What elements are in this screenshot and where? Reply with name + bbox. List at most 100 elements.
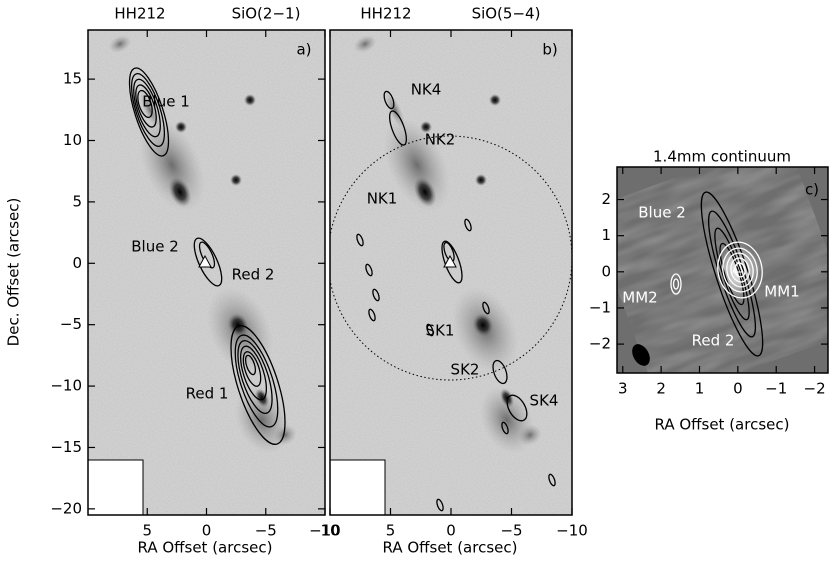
source-marker <box>443 254 457 268</box>
y-tick-label: −2 <box>589 335 611 353</box>
image <box>617 167 828 373</box>
emission <box>227 313 249 337</box>
annotation: SK2 <box>451 361 480 379</box>
x-tick-label: 0 <box>202 522 212 540</box>
x-tick-label: 1 <box>695 380 705 398</box>
contour <box>198 241 216 269</box>
contour <box>372 288 380 302</box>
contour <box>368 308 376 322</box>
emission <box>230 174 242 186</box>
contour <box>244 354 257 376</box>
contour <box>133 78 161 138</box>
panel-label: b) <box>542 41 557 59</box>
contour <box>237 339 273 415</box>
contour <box>135 84 157 128</box>
contour <box>230 325 286 445</box>
contour <box>383 90 395 110</box>
x-tick-label: 10 <box>320 522 339 540</box>
beam-box <box>87 459 144 516</box>
contour <box>436 498 444 512</box>
beam-box <box>329 459 386 516</box>
x-tick-label: −10 <box>556 522 588 540</box>
emission <box>413 176 437 208</box>
annotation: MM2 <box>622 289 657 307</box>
emission <box>489 94 501 106</box>
contour <box>492 359 508 385</box>
image <box>330 30 572 515</box>
contour <box>548 473 556 487</box>
annotation: Red 1 <box>186 385 229 403</box>
contour <box>130 73 166 147</box>
y-tick-label: 10 <box>63 131 82 149</box>
panel-subtitle: SiO(2−1) <box>232 5 301 23</box>
y-axis-label: Dec. Offset (arcsec) <box>5 198 23 347</box>
x-tick-label: 5 <box>386 522 396 540</box>
x-tick-label: −2 <box>804 380 826 398</box>
x-tick-label: −10 <box>309 522 341 540</box>
contour <box>722 247 758 293</box>
panel-label: c) <box>805 181 819 199</box>
x-tick-label: 0 <box>446 522 456 540</box>
contour <box>670 273 682 295</box>
y-tick-label: 15 <box>63 70 82 88</box>
x-tick-label: 2 <box>656 380 666 398</box>
x-axis-label: RA Offset (arcsec) <box>383 539 518 557</box>
contour <box>356 233 364 247</box>
x-tick-label: −5 <box>500 522 522 540</box>
emission <box>500 388 514 408</box>
image <box>88 30 325 515</box>
source-marker <box>198 254 212 268</box>
contour <box>506 394 528 422</box>
annotation: Blue 1 <box>142 93 190 111</box>
annotation: Blue 2 <box>131 238 179 256</box>
contour <box>717 241 763 299</box>
contour <box>672 278 680 290</box>
emission <box>273 424 297 446</box>
contour <box>730 257 750 283</box>
contour <box>707 210 757 338</box>
emission <box>353 35 377 53</box>
contour <box>426 323 434 337</box>
panel-title: HH212 <box>114 5 165 23</box>
annotation: Blue 2 <box>638 204 686 222</box>
annotation: MM1 <box>764 283 799 301</box>
contour <box>242 351 262 387</box>
panel-title: 1.4mm continuum <box>653 148 791 166</box>
y-tick-label: 0 <box>601 262 611 280</box>
x-axis-label: RA Offset (arcsec) <box>655 416 790 434</box>
contour <box>700 191 764 357</box>
x-axis-label: RA Offset (arcsec) <box>138 539 273 557</box>
annotation: SK4 <box>530 392 559 410</box>
panel-c: 1.4mm continuum c) RA Offset (arcsec) Blue … <box>589 148 829 434</box>
emission <box>475 174 487 186</box>
emission <box>244 94 256 106</box>
y-tick-label: 2 <box>601 190 611 208</box>
emission <box>108 35 132 53</box>
contour <box>239 345 268 401</box>
y-tick-label: −5 <box>60 315 82 333</box>
panel-a: HH212 SiO(2−1) a) RA Offset (arcsec) Dec. Of… <box>5 5 341 557</box>
contour <box>389 110 407 146</box>
annotation: NK2 <box>425 131 456 149</box>
emission <box>168 176 192 208</box>
source-marker <box>732 260 744 273</box>
panel-subtitle: SiO(5−4) <box>472 5 541 23</box>
annotation: NK4 <box>411 81 442 99</box>
contour <box>464 218 472 232</box>
emission <box>420 121 432 133</box>
x-tick-label: 0 <box>733 380 743 398</box>
panel-title: HH212 <box>360 5 411 23</box>
contour <box>632 344 650 366</box>
annotation: Red 2 <box>692 332 735 350</box>
y-tick-label: −10 <box>50 377 82 395</box>
x-tick-label: 3 <box>618 380 628 398</box>
contour <box>714 227 750 321</box>
contour <box>234 334 279 428</box>
annotation: Red 2 <box>232 266 275 284</box>
x-tick-label: 5 <box>142 522 152 540</box>
contour <box>365 263 373 277</box>
y-tick-label: −1 <box>589 298 611 316</box>
annotation: NK1 <box>367 190 398 208</box>
contour <box>726 252 754 288</box>
